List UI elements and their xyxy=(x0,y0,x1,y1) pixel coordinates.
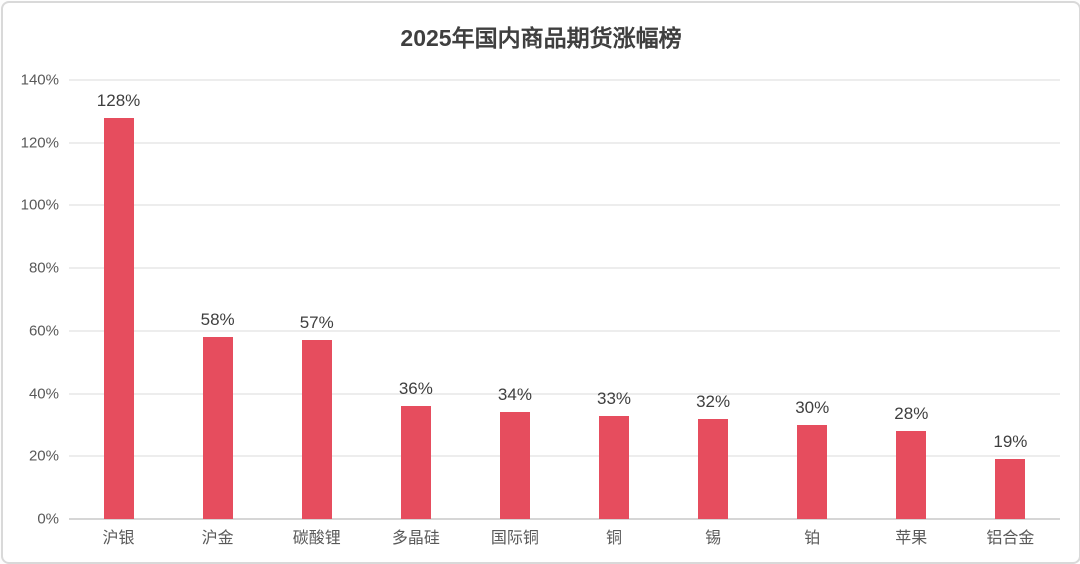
bar-column: 33% xyxy=(564,80,663,519)
bar-value-label: 34% xyxy=(497,385,532,405)
bar-铜 xyxy=(599,415,630,519)
bar-锡 xyxy=(698,418,729,519)
x-axis-category-label: 多晶硅 xyxy=(391,530,440,547)
bar-column: 19% xyxy=(961,80,1060,519)
bar-column: 28% xyxy=(862,80,961,519)
x-axis-category-label: 国际铜 xyxy=(490,530,539,547)
bar-多晶硅 xyxy=(400,406,431,519)
y-tick-label: 100% xyxy=(20,196,59,214)
x-axis-category-label: 铝合金 xyxy=(986,530,1035,547)
gridline xyxy=(69,141,1060,144)
y-tick-label: 40% xyxy=(28,385,59,403)
y-tick-label: 80% xyxy=(28,259,59,277)
bar-value-label: 19% xyxy=(993,432,1028,452)
gridline xyxy=(69,455,1060,458)
bar-column: 57% xyxy=(267,80,366,519)
x-axis-category-label: 锡 xyxy=(705,530,722,547)
bar-column: 30% xyxy=(763,80,862,519)
bar-column: 36% xyxy=(366,80,465,519)
x-axis-category-label: 铂 xyxy=(804,530,821,547)
chart-title: 2025年国内商品期货涨幅榜 xyxy=(400,25,682,51)
gridline xyxy=(69,267,1060,270)
plot-area: 128% 58% 57% 36% 34% 33% 32% 30% 28% 19% xyxy=(69,79,1060,520)
x-axis-category-label: 沪银 xyxy=(102,530,135,547)
x-axis-category-label: 碳酸锂 xyxy=(292,530,341,547)
bar-value-label: 33% xyxy=(597,388,632,408)
x-axis-category-label: 苹果 xyxy=(895,530,928,547)
bar-value-label: 30% xyxy=(795,397,830,417)
bar-column: 34% xyxy=(465,80,564,519)
y-tick-label: 120% xyxy=(20,134,59,152)
bar-铂 xyxy=(797,424,828,519)
bar-苹果 xyxy=(896,431,927,519)
bar-value-label: 28% xyxy=(894,404,929,424)
bar-value-label: 128% xyxy=(96,90,141,110)
bar-value-label: 32% xyxy=(696,391,731,411)
y-tick-label: 0% xyxy=(37,510,59,528)
bar-column: 58% xyxy=(168,80,267,519)
x-axis-category-label: 铜 xyxy=(606,530,623,547)
y-axis: 0% 20% 40% 60% 80% 100% 120% 140% xyxy=(3,72,59,528)
x-axis: 沪银 沪金 碳酸锂 多晶硅 国际铜 铜 锡 铂 苹果 铝合金 xyxy=(69,527,1060,551)
x-axis-category-label: 沪金 xyxy=(201,530,234,547)
bar-沪银 xyxy=(103,117,134,519)
gridline xyxy=(69,79,1060,81)
gridline xyxy=(69,329,1060,332)
y-tick-label: 140% xyxy=(20,71,59,89)
bar-铝合金 xyxy=(995,459,1026,519)
bar-沪金 xyxy=(202,337,233,519)
bar-value-label: 57% xyxy=(299,313,334,333)
gridline xyxy=(69,204,1060,207)
bar-column: 32% xyxy=(664,80,763,519)
bar-value-label: 58% xyxy=(200,310,235,330)
x-axis-line xyxy=(69,518,1060,520)
bar-碳酸锂 xyxy=(301,340,332,519)
bar-column: 128% xyxy=(69,80,168,519)
bar-国际铜 xyxy=(499,412,530,519)
y-tick-label: 60% xyxy=(28,322,59,340)
bar-value-label: 36% xyxy=(398,379,433,399)
bars-container: 128% 58% 57% 36% 34% 33% 32% 30% 28% 19% xyxy=(69,80,1060,519)
gridline xyxy=(69,392,1060,395)
y-tick-label: 20% xyxy=(28,447,59,465)
